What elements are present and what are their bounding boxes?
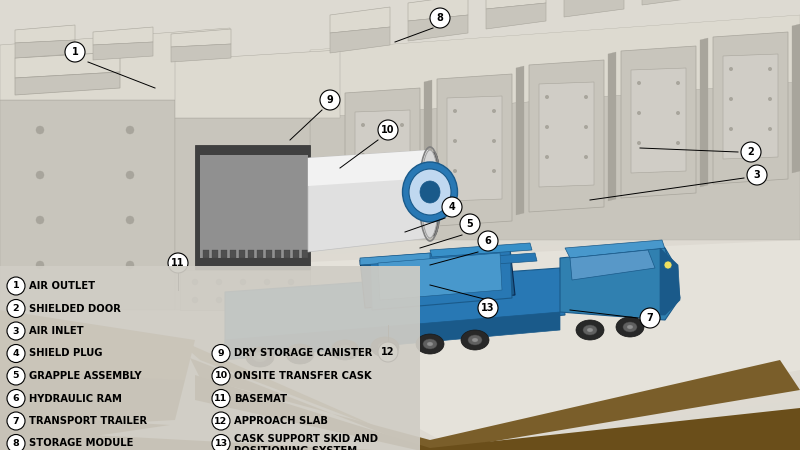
Bar <box>248 250 254 258</box>
Circle shape <box>212 412 230 430</box>
Polygon shape <box>180 270 310 310</box>
Polygon shape <box>660 248 680 315</box>
Polygon shape <box>608 52 616 201</box>
Circle shape <box>676 141 680 145</box>
Text: 9: 9 <box>218 349 224 358</box>
Text: 4: 4 <box>449 202 455 212</box>
Text: 5: 5 <box>466 219 474 229</box>
Text: 2: 2 <box>748 147 754 157</box>
Text: 7: 7 <box>13 417 19 426</box>
Bar <box>239 250 245 258</box>
Ellipse shape <box>246 347 274 367</box>
Text: 7: 7 <box>646 313 654 323</box>
Polygon shape <box>93 42 153 60</box>
Ellipse shape <box>472 338 478 342</box>
Text: 11: 11 <box>214 394 228 403</box>
Text: ONSITE TRANSFER CASK: ONSITE TRANSFER CASK <box>234 371 372 381</box>
Circle shape <box>126 261 134 269</box>
Polygon shape <box>225 268 565 345</box>
Ellipse shape <box>627 325 633 329</box>
Circle shape <box>584 155 588 159</box>
Polygon shape <box>370 247 512 310</box>
Circle shape <box>729 97 733 101</box>
Polygon shape <box>200 155 308 258</box>
Circle shape <box>126 171 134 179</box>
Circle shape <box>478 231 498 251</box>
Polygon shape <box>330 27 390 53</box>
Text: AIR INLET: AIR INLET <box>29 326 84 336</box>
Bar <box>284 250 290 258</box>
Circle shape <box>584 125 588 129</box>
Circle shape <box>361 153 365 157</box>
Polygon shape <box>175 338 440 450</box>
Ellipse shape <box>587 328 593 332</box>
Bar <box>275 250 281 258</box>
Bar <box>302 250 308 258</box>
Ellipse shape <box>423 339 437 349</box>
Polygon shape <box>570 250 655 280</box>
Ellipse shape <box>257 355 263 359</box>
Circle shape <box>453 109 457 113</box>
Polygon shape <box>440 253 537 268</box>
Polygon shape <box>486 0 546 9</box>
Bar <box>293 250 299 258</box>
Text: APPROACH SLAB: APPROACH SLAB <box>234 416 328 426</box>
Circle shape <box>492 169 496 173</box>
Polygon shape <box>621 46 696 198</box>
Text: SHIELDED DOOR: SHIELDED DOOR <box>29 303 121 314</box>
Polygon shape <box>195 375 800 450</box>
Circle shape <box>7 435 25 450</box>
Text: 8: 8 <box>13 439 19 448</box>
Polygon shape <box>308 150 430 252</box>
Polygon shape <box>631 68 686 173</box>
Circle shape <box>545 155 549 159</box>
Polygon shape <box>93 27 153 45</box>
Circle shape <box>545 125 549 129</box>
Polygon shape <box>190 358 800 450</box>
Circle shape <box>430 8 450 28</box>
Text: 10: 10 <box>382 125 394 135</box>
Circle shape <box>288 297 294 303</box>
Ellipse shape <box>576 320 604 340</box>
Polygon shape <box>355 110 410 215</box>
Ellipse shape <box>427 342 433 346</box>
Circle shape <box>676 111 680 115</box>
Text: HYDRAULIC RAM: HYDRAULIC RAM <box>29 393 122 404</box>
Circle shape <box>442 197 462 217</box>
Polygon shape <box>408 15 468 41</box>
Polygon shape <box>486 3 546 29</box>
Polygon shape <box>0 245 800 450</box>
Text: SHIELD PLUG: SHIELD PLUG <box>29 348 102 359</box>
Circle shape <box>664 261 672 269</box>
Ellipse shape <box>421 150 439 238</box>
Polygon shape <box>437 74 512 226</box>
Text: CASK SUPPORT SKID AND: CASK SUPPORT SKID AND <box>234 433 378 444</box>
Polygon shape <box>564 0 624 17</box>
Circle shape <box>741 142 761 162</box>
Ellipse shape <box>402 162 458 222</box>
Circle shape <box>378 120 398 140</box>
Ellipse shape <box>371 337 399 357</box>
Circle shape <box>729 127 733 131</box>
Circle shape <box>7 322 25 340</box>
Circle shape <box>240 297 246 303</box>
Polygon shape <box>360 253 430 265</box>
Circle shape <box>676 81 680 85</box>
Ellipse shape <box>286 344 314 364</box>
Ellipse shape <box>338 345 352 355</box>
Polygon shape <box>310 15 800 118</box>
Polygon shape <box>308 150 430 186</box>
Polygon shape <box>713 32 788 184</box>
Circle shape <box>264 297 270 303</box>
Text: 12: 12 <box>214 417 228 426</box>
Polygon shape <box>175 50 340 118</box>
Polygon shape <box>360 248 515 308</box>
Polygon shape <box>15 72 120 95</box>
Text: 3: 3 <box>754 170 760 180</box>
Ellipse shape <box>427 152 441 236</box>
Circle shape <box>545 95 549 99</box>
Circle shape <box>320 90 340 110</box>
Bar <box>230 250 236 258</box>
Ellipse shape <box>583 325 597 335</box>
